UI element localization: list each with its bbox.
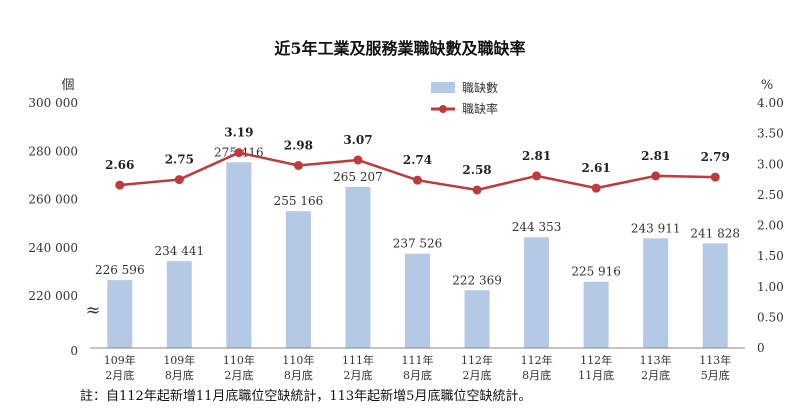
rate-point	[174, 175, 184, 185]
left-tick-label: 280 000	[28, 144, 78, 158]
chart-title: 近5年工業及服務業職缺數及職缺率	[274, 39, 525, 58]
rate-point	[353, 155, 363, 165]
right-tick-label: 0.50	[757, 310, 784, 324]
rate-point	[115, 180, 125, 190]
category-labels: 109年2月底109年8月底110年2月底110年8月底111年2月底111年8…	[104, 353, 731, 382]
category-label-year: 112年	[461, 353, 493, 367]
bar-value-label: 234 441	[155, 244, 205, 258]
rate-point	[472, 185, 482, 195]
category-label-month: 2月底	[343, 368, 372, 382]
category-label-year: 110年	[282, 353, 314, 367]
rate-value-labels: 2.66 2.75 3.19 2.98 3.07 2.74 2.58 2.81 2.61 2.81…	[105, 126, 730, 177]
right-tick-label: 1.00	[757, 280, 784, 294]
category-label-month: 2月底	[105, 368, 134, 382]
right-tick-label: 3.50	[757, 127, 784, 141]
rate-value-label: 2.58	[462, 163, 491, 177]
category-label-year: 110年	[223, 353, 255, 367]
rate-point	[234, 148, 244, 158]
right-tick-label: 2.50	[757, 188, 784, 202]
category-label-month: 8月底	[403, 368, 432, 382]
left-tick-label: 240 000	[28, 241, 78, 255]
category-label-year: 109年	[104, 353, 136, 367]
bar	[166, 261, 192, 348]
left-axis-ticks: 220 000 240 000 260 000 280 000 300 000	[28, 96, 78, 303]
category-label-year: 109年	[163, 353, 195, 367]
category-label-year: 111年	[402, 353, 434, 367]
category-label-month: 8月底	[522, 368, 551, 382]
footnote: 註：自112年起新增11月底職位空缺統計，113年起新增5月底職位空缺統計。	[80, 388, 531, 404]
right-tick-label: 4.00	[757, 96, 784, 110]
bar-value-label: 225 916	[571, 265, 621, 279]
right-tick-label: 1.50	[757, 249, 784, 263]
bar	[583, 281, 609, 348]
bar-value-label: 265 207	[333, 170, 383, 184]
right-tick-label: 2.00	[757, 219, 784, 233]
bar-series	[107, 162, 728, 348]
bar	[107, 280, 133, 348]
rate-point	[532, 171, 542, 181]
rate-point	[710, 172, 720, 182]
rate-value-label: 3.19	[224, 126, 253, 140]
rate-value-label: 3.07	[343, 133, 372, 147]
bar-value-label: 241 828	[690, 226, 740, 240]
rate-value-label: 2.66	[105, 158, 134, 172]
legend-label-line: 職缺率	[462, 101, 498, 116]
right-tick-label: 3.00	[757, 157, 784, 171]
rate-point	[591, 183, 601, 193]
rate-point	[413, 175, 422, 185]
category-label-month: 5月底	[701, 368, 730, 382]
right-tick-label: 0	[757, 341, 765, 355]
category-label-month: 8月底	[284, 368, 313, 382]
category-label-year: 113年	[699, 353, 731, 367]
category-label-year: 113年	[640, 353, 672, 367]
rate-value-label: 2.81	[522, 149, 551, 163]
left-tick-label: 220 000	[28, 289, 78, 303]
bar	[405, 253, 430, 348]
bar	[643, 238, 669, 348]
rate-point	[651, 171, 661, 181]
line-series	[115, 148, 720, 195]
bar	[226, 162, 252, 348]
left-tick-label: 300 000	[28, 96, 78, 110]
axis-break-symbol: ≈	[85, 300, 100, 321]
category-label-year: 112年	[580, 353, 612, 367]
legend-label-bar: 職缺數	[462, 80, 498, 95]
bar	[702, 243, 728, 348]
left-axis-zero-label: 0	[70, 344, 78, 358]
left-tick-label: 260 000	[28, 193, 78, 207]
category-label-month: 2月底	[641, 368, 670, 382]
bar-value-label: 226 596	[95, 263, 145, 277]
bar-value-label: 222 369	[452, 273, 502, 287]
bar-value-label: 237 526	[393, 237, 443, 251]
rate-value-label: 2.74	[403, 153, 432, 167]
bar-value-label: 244 353	[512, 220, 562, 234]
rate-value-label: 2.79	[701, 150, 730, 164]
right-axis-unit: %	[761, 78, 773, 93]
category-label-month: 2月底	[463, 368, 492, 382]
category-label-month: 8月底	[165, 368, 194, 382]
bar	[345, 186, 371, 348]
bar	[524, 237, 550, 348]
rate-point	[293, 160, 303, 170]
category-label-month: 11月底	[578, 368, 614, 382]
bar	[285, 211, 311, 348]
bar-value-label: 255 166	[274, 194, 324, 208]
category-label-year: 111年	[342, 353, 374, 367]
category-label-month: 2月底	[224, 368, 253, 382]
left-axis-unit: 個	[61, 78, 74, 93]
legend-swatch-bar	[431, 82, 455, 93]
bar-value-label: 243 911	[631, 221, 681, 235]
category-label-year: 112年	[521, 353, 553, 367]
rate-value-label: 2.81	[641, 149, 670, 163]
bar	[464, 290, 490, 348]
legend: 職缺數 職缺率	[431, 80, 498, 116]
rate-value-label: 2.75	[165, 153, 194, 167]
rate-value-label: 2.98	[284, 138, 313, 152]
legend-swatch-marker	[439, 105, 447, 113]
rate-value-label: 2.61	[582, 161, 611, 175]
right-axis-ticks: 0 0.50 1.00 1.50 2.00 2.50 3.00 3.50 4.00	[757, 96, 784, 355]
